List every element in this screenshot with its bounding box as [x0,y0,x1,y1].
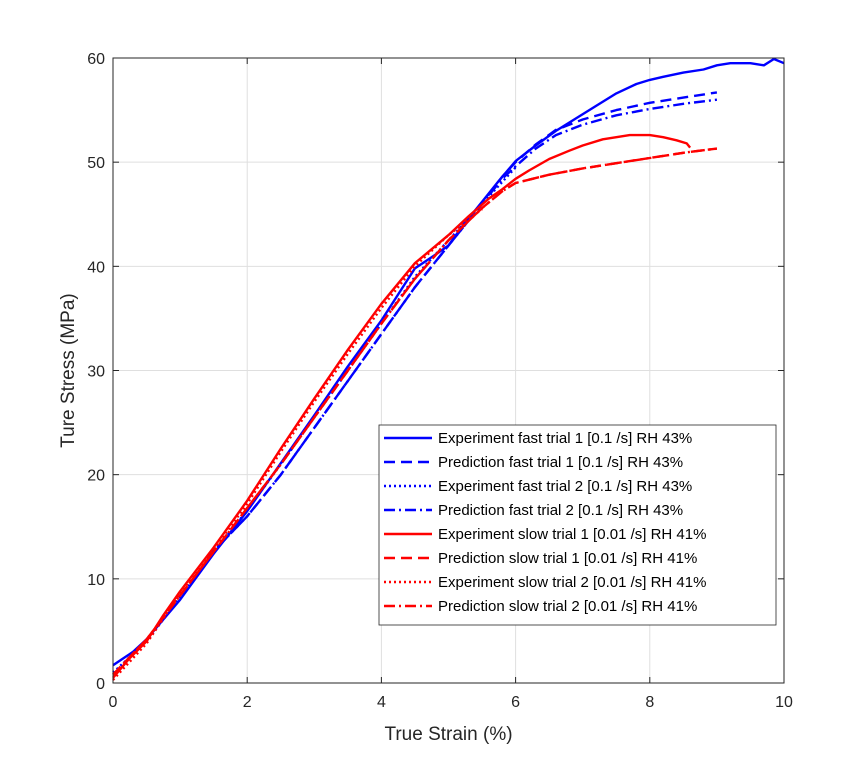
legend-label-1: Experiment fast trial 1 [0.1 /s] RH 43% [438,430,692,447]
y-axis-title: Ture Stress (MPa) [58,293,79,448]
legend-label-4: Prediction fast trial 2 [0.1 /s] RH 43% [438,502,683,519]
legend-label-3: Experiment fast trial 2 [0.1 /s] RH 43% [438,478,692,495]
legend-box [378,424,777,626]
y-tick-label: 30 [87,364,105,381]
series-line-6 [112,147,718,676]
legend-label-5: Experiment slow trial 1 [0.01 /s] RH 41% [438,526,706,543]
series-line-1 [112,57,785,667]
series-lines [112,57,785,681]
y-tick-label: 20 [87,468,105,485]
legend-label-8: Prediction slow trial 2 [0.01 /s] RH 41% [438,598,697,615]
x-tick-label: 4 [377,694,386,711]
x-tick-label: 10 [775,694,793,711]
axis-ticks: 0 2 4 6 8 10 0 10 20 30 40 50 60 [87,51,793,711]
y-tick-label: 50 [87,155,105,172]
y-tick-label: 60 [87,51,105,68]
legend-label-2: Prediction fast trial 1 [0.1 /s] RH 43% [438,454,683,471]
legend-entries: Experiment fast trial 1 [0.1 /s] RH 43% P… [384,430,706,615]
x-tick-label: 8 [645,694,654,711]
series-line-7 [112,208,483,681]
x-tick-label: 0 [109,694,118,711]
legend: Experiment fast trial 1 [0.1 /s] RH 43% P… [378,424,777,626]
y-tick-label: 10 [87,572,105,589]
legend-label-7: Experiment slow trial 2 [0.01 /s] RH 41% [438,574,706,591]
x-tick-label: 6 [511,694,520,711]
x-tick-label: 2 [243,694,252,711]
series-line-8 [112,147,718,676]
y-tick-label: 0 [96,676,105,693]
series-line-5 [112,133,692,679]
y-tick-label: 40 [87,259,105,276]
legend-label-6: Prediction slow trial 1 [0.01 /s] RH 41% [438,550,697,567]
x-axis-title: True Strain (%) [384,724,512,745]
